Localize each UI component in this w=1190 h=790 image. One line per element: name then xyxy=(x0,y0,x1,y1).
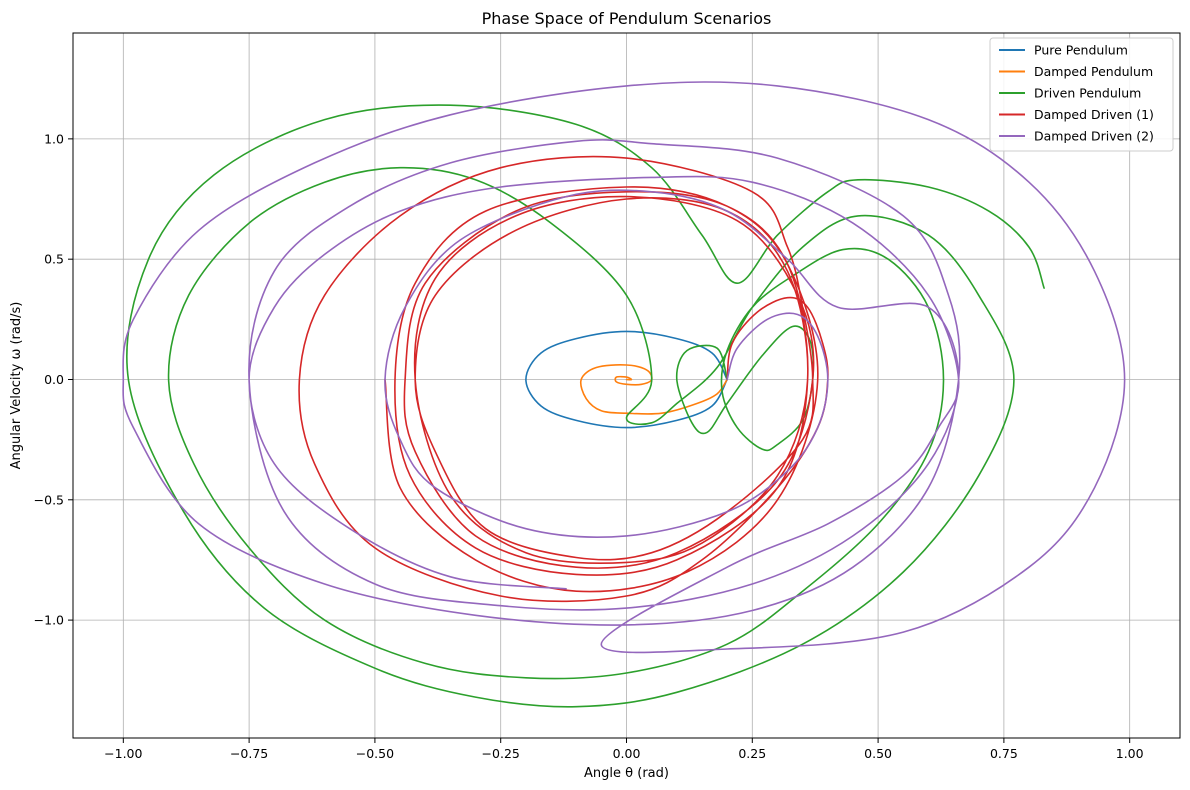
x-tick-label: −0.25 xyxy=(482,746,520,761)
chart-title: Phase Space of Pendulum Scenarios xyxy=(482,9,772,28)
x-tick-label: 0.25 xyxy=(738,746,766,761)
x-axis-label: Angle θ (rad) xyxy=(584,766,669,781)
y-tick-label: 1.0 xyxy=(44,131,64,146)
y-axis-label: Angular Velocity ω (rad/s) xyxy=(9,302,24,470)
ticks: −1.00 −0.75 −0.50 −0.25 0.00 0.25 0.50 0.75 1.00… xyxy=(34,131,1144,761)
y-tick-label: 0.5 xyxy=(44,252,64,267)
series-line-driven-pendulum xyxy=(126,104,1045,708)
x-tick-label: −1.00 xyxy=(104,746,142,761)
legend: Pure Pendulum Damped Pendulum Driven Pendu… xyxy=(989,37,1174,152)
x-tick-label: −0.75 xyxy=(230,746,268,761)
legend-box xyxy=(989,37,1174,152)
y-tick-label: 0.0 xyxy=(44,372,64,387)
x-tick-label: 1.00 xyxy=(1116,746,1144,761)
series-line-pure-pendulum xyxy=(525,330,728,429)
legend-label: Damped Pendulum xyxy=(1034,64,1153,79)
series-line-damped-driven-2 xyxy=(122,81,1126,654)
y-tick-label: −1.0 xyxy=(34,613,64,628)
y-tick-label: −0.5 xyxy=(34,492,64,507)
legend-label: Driven Pendulum xyxy=(1034,86,1141,101)
series-group xyxy=(122,81,1126,708)
x-tick-label: 0.50 xyxy=(864,746,892,761)
legend-label: Damped Driven (1) xyxy=(1034,107,1154,122)
x-tick-label: 0.75 xyxy=(990,746,1018,761)
series-line-damped-pendulum xyxy=(579,364,728,415)
legend-label: Pure Pendulum xyxy=(1034,43,1128,58)
series-line-damped-driven-1 xyxy=(298,155,829,603)
legend-label: Damped Driven (2) xyxy=(1034,129,1154,144)
x-tick-label: −0.50 xyxy=(356,746,394,761)
x-tick-label: 0.00 xyxy=(613,746,641,761)
